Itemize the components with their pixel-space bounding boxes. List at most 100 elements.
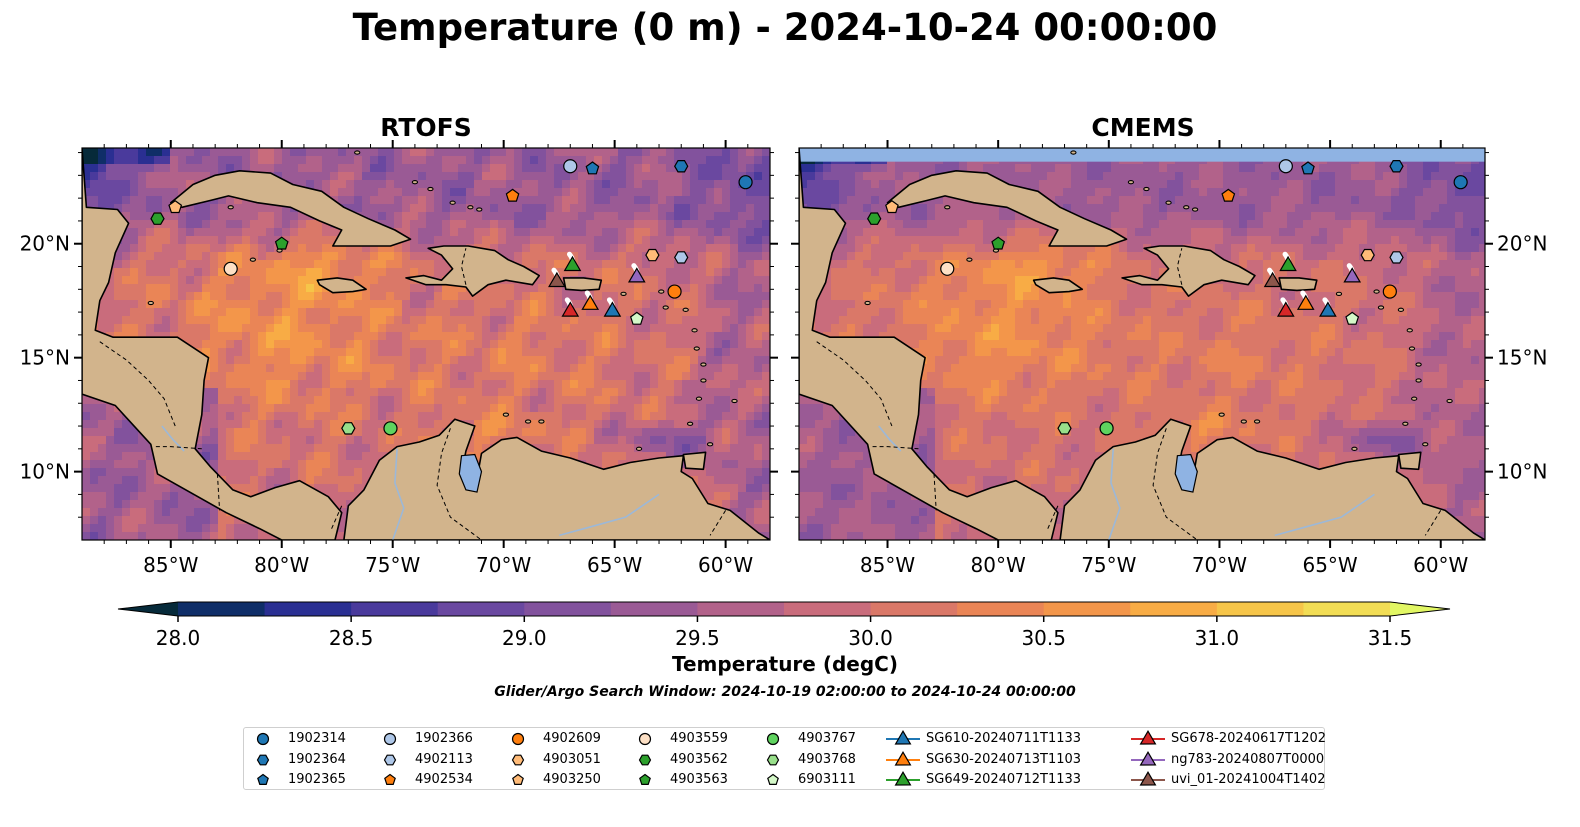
legend-argo-symbol (383, 754, 397, 765)
legend-label: 4902609 (543, 731, 601, 746)
legend-label: 4902534 (415, 772, 473, 787)
colorbar-tick-label: 30.5 (1021, 626, 1066, 650)
land-jamaica (1032, 277, 1084, 294)
legend-glider-symbol (1139, 771, 1157, 786)
lake-maracaibo (458, 453, 483, 493)
map-panel-cmems: 85°W 80°W 75°W 70°W 65°W 60°W 10°N 15°N 20°N (791, 140, 1547, 577)
small-island-11 (1402, 421, 1409, 426)
legend-label: ng783-20240807T0000 (1171, 751, 1325, 767)
land-central-america (82, 148, 343, 540)
small-island-16 (1253, 419, 1261, 424)
argo-marker-6903111 (629, 311, 644, 325)
legend-argo-symbol (638, 754, 652, 765)
map-panel-rtofs: 85°W 80°W 75°W 70°W 65°W 60°W 10°N 15°N 20°N (20, 140, 778, 577)
map-frame-rtofs (81, 147, 771, 541)
colorbar-segment (264, 602, 352, 616)
x-tick-label: 85°W (143, 553, 198, 577)
legend-argo-symbol (512, 773, 524, 785)
argo-marker-4903051 (1360, 248, 1375, 262)
x-tick-label: 70°W (1192, 553, 1247, 577)
small-island-20 (427, 186, 434, 192)
argo-marker-6903111 (1345, 311, 1360, 325)
legend-marker (639, 773, 651, 785)
land-hispaniola (1121, 245, 1256, 297)
lake-maracaibo (1174, 453, 1198, 493)
small-island-5 (682, 307, 689, 312)
glider-marker-SG678-20240617T1202 (561, 301, 580, 317)
small-island-18 (147, 300, 154, 306)
argo-marker-4902609 (667, 284, 682, 299)
border-2 (933, 473, 937, 511)
legend-label: uvi_01-20241004T1402 (1171, 772, 1326, 787)
x-tick-label: 85°W (860, 553, 915, 577)
small-island-24 (1127, 180, 1135, 185)
argo-marker-4903559 (223, 261, 238, 276)
colorbar-segment (784, 602, 872, 616)
argo-marker-1902314 (1453, 175, 1468, 190)
y-tick-label: 20°N (20, 232, 70, 256)
small-island-22 (467, 205, 474, 210)
river-1 (558, 493, 660, 537)
x-tick-label: 65°W (587, 553, 642, 577)
legend-label: 1902366 (415, 731, 473, 746)
legend-marker (1131, 771, 1165, 786)
legend-marker (511, 732, 525, 746)
legend-marker (383, 732, 397, 746)
legend-label: 1902314 (288, 731, 346, 746)
legend-argo-symbol (384, 773, 396, 785)
argo-marker-4903559 (940, 261, 955, 276)
legend-label: SG610-20240711T1133 (926, 731, 1082, 746)
small-island-15 (1240, 419, 1247, 424)
river-0 (391, 448, 405, 540)
small-island-14 (502, 412, 510, 417)
argo-marker-1902365 (1301, 161, 1315, 175)
colorbar-tick-label: 30.0 (848, 626, 893, 650)
glider-marker-ng783-20240807T0000 (1343, 267, 1362, 283)
x-tick-label: 80°W (254, 553, 309, 577)
colorbar-segment (524, 602, 612, 616)
small-island-8 (700, 362, 707, 367)
land-trinidad (1397, 451, 1422, 471)
small-island-18 (864, 300, 871, 306)
colorbar-segment (870, 602, 958, 616)
small-island-2 (1335, 291, 1343, 297)
colorbar-segment (957, 602, 1045, 616)
legend-marker (766, 754, 780, 765)
land-central-america (799, 148, 1059, 540)
small-island-25 (1191, 207, 1199, 212)
colorbar-segment (1043, 602, 1131, 616)
legend-marker (383, 754, 397, 765)
colorbar-label: Temperature (degC) (672, 652, 898, 676)
legend-label: 1902364 (288, 751, 346, 767)
legend-label: 4903559 (670, 731, 728, 746)
argo-marker-1902366 (1278, 159, 1293, 174)
border-3 (1046, 505, 1059, 532)
glider-marker-uvi_01-20241004T1402 (1263, 271, 1282, 288)
small-island-25 (476, 207, 483, 212)
colorbar-segment (1303, 602, 1391, 616)
legend-marker (638, 754, 652, 765)
legend-marker (384, 773, 396, 785)
argo-marker-1902364 (674, 160, 689, 173)
ticks-rtofs: 85°W 80°W 75°W 70°W 65°W 60°W 10°N 15°N 20°N (20, 140, 778, 577)
colorbar-segment (697, 602, 785, 616)
small-island-15 (524, 419, 532, 424)
legend-label: 1902365 (288, 772, 346, 787)
argo-marker-4903768 (1057, 422, 1072, 435)
border-2 (216, 473, 221, 511)
y-tick-label: 15°N (20, 346, 70, 370)
legend: 1902314 1902364 1902365 1902366 4902113 49025… (243, 727, 1326, 790)
glider-marker-uvi_01-20241004T1402 (548, 271, 566, 288)
land-south-america (1059, 418, 1485, 540)
legend-marker (638, 732, 652, 746)
small-island-7 (693, 346, 700, 351)
markers-rtofs (150, 159, 753, 436)
small-island-10 (695, 396, 703, 401)
small-island-24 (411, 180, 419, 185)
legend-label: 4903767 (798, 731, 856, 746)
small-island-14 (1218, 412, 1225, 417)
glider-marker-SG610-20240711T1133 (603, 301, 622, 317)
land-puerto-rico (562, 277, 603, 292)
colorbar-segment (1130, 602, 1218, 616)
legend-argo-symbol (511, 754, 525, 765)
